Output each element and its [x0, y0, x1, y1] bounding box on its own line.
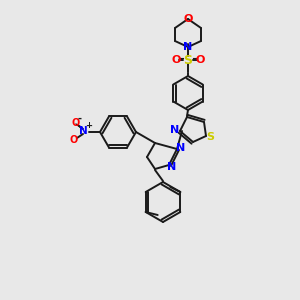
Text: S: S: [184, 53, 193, 67]
Text: N: N: [183, 42, 193, 52]
Text: +: +: [85, 121, 92, 130]
Text: O: O: [72, 118, 80, 128]
Text: N: N: [170, 125, 180, 135]
Text: S: S: [206, 132, 214, 142]
Text: N: N: [79, 126, 87, 136]
Text: N: N: [167, 162, 177, 172]
Text: O: O: [70, 135, 78, 145]
Text: O: O: [171, 55, 181, 65]
Text: N: N: [176, 143, 186, 153]
Text: O: O: [195, 55, 205, 65]
Text: -: -: [77, 114, 81, 124]
Text: O: O: [183, 14, 193, 24]
